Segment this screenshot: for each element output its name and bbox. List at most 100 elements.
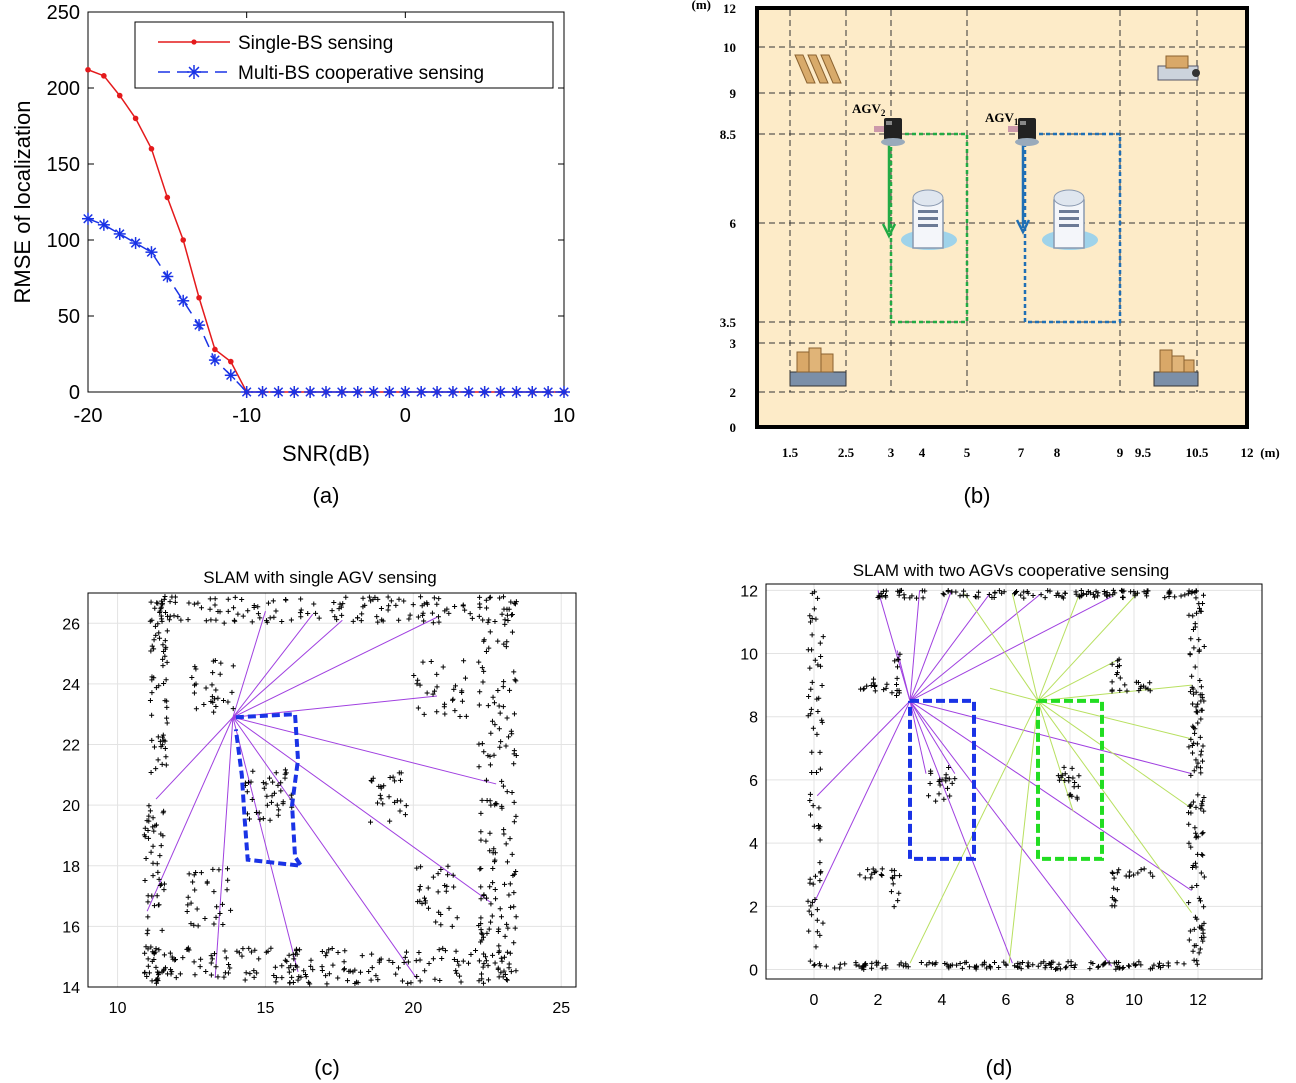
landmark-point	[1188, 810, 1194, 816]
agv1-sensing-beam	[909, 593, 1042, 702]
landmark-point	[1107, 592, 1113, 598]
landmark-point	[149, 674, 155, 680]
landmark-point	[503, 743, 509, 749]
landmark-point	[426, 960, 432, 966]
landmark-point	[1196, 648, 1202, 654]
landmark-point	[1062, 778, 1068, 784]
landmark-point	[450, 872, 456, 878]
landmark-point	[239, 597, 245, 603]
landmark-point	[211, 951, 217, 957]
panel-a-xlabel: SNR(dB)	[282, 441, 370, 466]
landmark-point	[481, 638, 487, 644]
landmark-point	[291, 967, 297, 973]
landmark-point	[901, 592, 907, 598]
landmark-point	[1125, 963, 1131, 969]
base-station-1-icon	[901, 189, 957, 250]
landmark-point	[1193, 704, 1199, 710]
landmark-point	[146, 835, 152, 841]
landmark-point	[150, 873, 156, 879]
landmark-point	[276, 807, 282, 813]
landmark-point	[153, 964, 159, 970]
landmark-point	[287, 980, 293, 986]
landmark-point	[813, 616, 819, 622]
landmark-point	[823, 963, 829, 969]
landmark-point	[1197, 898, 1203, 904]
landmark-point	[807, 791, 813, 797]
data-point-multi-bs	[256, 386, 269, 398]
landmark-point	[1074, 796, 1080, 802]
landmark-point	[419, 603, 425, 609]
landmark-point	[498, 739, 504, 745]
landmark-point	[814, 731, 820, 737]
data-point-multi-bs-stroke	[416, 387, 426, 397]
x-tick-label: 10	[1125, 992, 1143, 1009]
landmark-point	[1133, 679, 1139, 685]
landmark-point	[505, 925, 511, 931]
landmark-point	[175, 614, 181, 620]
landmark-point	[399, 978, 405, 984]
landmark-point	[1015, 960, 1021, 966]
landmark-point	[359, 953, 365, 959]
data-point-single-bs	[101, 73, 107, 79]
landmark-point	[1200, 798, 1206, 804]
landmark-point	[1201, 874, 1207, 880]
landmark-point	[234, 948, 240, 954]
landmark-point	[421, 711, 427, 717]
landmark-point	[497, 906, 503, 912]
landmark-point	[385, 594, 391, 600]
landmark-point	[405, 959, 411, 965]
agv2-route	[889, 132, 969, 324]
landmark-point	[493, 896, 499, 902]
landmark-point	[1193, 804, 1199, 810]
landmark-point	[490, 880, 496, 886]
landmark-point	[436, 619, 442, 625]
landmark-point	[167, 599, 173, 605]
landmark-point	[868, 682, 874, 688]
cargo-agv-bottom-right-icon	[1153, 349, 1199, 387]
landmark-point	[249, 796, 255, 802]
landmark-point	[879, 593, 885, 599]
y-tick-label: 26	[62, 616, 80, 633]
landmark-point	[892, 658, 898, 664]
y-tick-label: 250	[47, 2, 80, 24]
landmark-point	[1186, 588, 1192, 594]
landmark-point	[918, 960, 924, 966]
landmark-point	[1111, 875, 1117, 881]
landmark-point	[816, 695, 822, 701]
x-axis-label: 2.5	[838, 445, 855, 460]
data-point-multi-bs	[320, 386, 332, 398]
landmark-point	[817, 749, 823, 755]
landmark-point	[223, 955, 229, 961]
landmark-point	[496, 703, 502, 709]
landmark-point	[294, 951, 300, 957]
landmark-point	[507, 836, 513, 842]
landmark-point	[1198, 748, 1204, 754]
landmark-point	[809, 679, 815, 685]
agv2-sensing-beam	[1037, 700, 1074, 812]
landmark-point	[145, 914, 151, 920]
landmark-point	[1021, 595, 1027, 601]
landmark-point	[159, 598, 165, 604]
landmark-point	[385, 607, 391, 613]
landmark-point	[1201, 934, 1207, 940]
landmark-point	[894, 682, 900, 688]
data-point-multi-bs-stroke	[400, 387, 411, 397]
landmark-point	[270, 779, 276, 785]
landmark-point	[161, 596, 167, 602]
landmark-point	[1053, 966, 1059, 972]
landmark-point	[1199, 831, 1205, 837]
landmark-point	[1061, 764, 1067, 770]
landmark-point	[142, 834, 148, 840]
landmark-point	[497, 595, 503, 601]
landmark-point	[959, 965, 965, 971]
landmark-point	[492, 722, 498, 728]
landmark-point	[991, 595, 997, 601]
landmark-point	[504, 977, 510, 983]
landmark-point	[896, 688, 902, 694]
landmark-point	[366, 594, 372, 600]
landmark-point	[401, 960, 407, 966]
landmark-point	[467, 611, 473, 617]
landmark-point	[201, 702, 207, 708]
landmark-point	[858, 686, 864, 692]
agv2-sensing-beam	[1011, 593, 1039, 702]
